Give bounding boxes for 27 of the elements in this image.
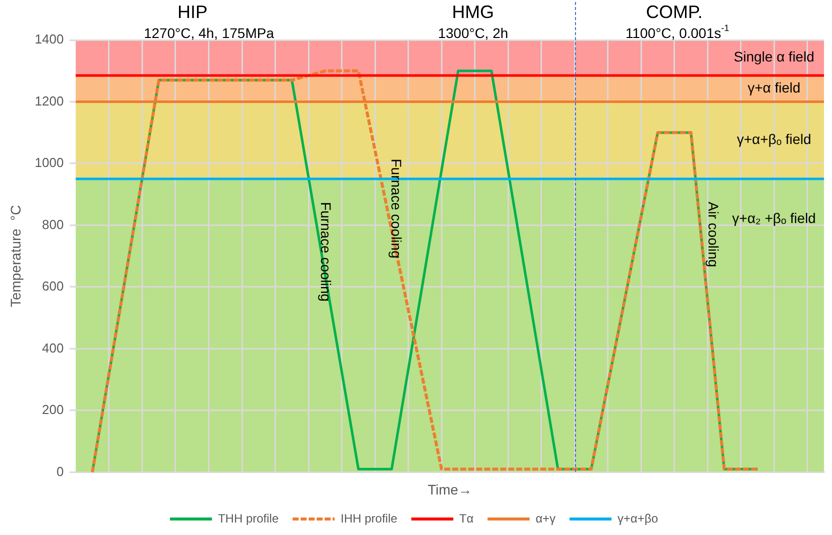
legend-label: γ+α+βo [618, 511, 658, 526]
text: COMP. [646, 2, 703, 22]
y-axis-title: Temperature °C [7, 205, 24, 308]
annotation: Air cooling [706, 202, 722, 268]
annotation: 1300°C, 2h [438, 24, 508, 41]
text: HIP [177, 2, 208, 22]
legend-label: THH profile [218, 511, 279, 526]
legend-label: α+γ [536, 511, 556, 526]
band-label: γ+α+βₒ field [736, 131, 812, 148]
annotation: Furnace cooling [388, 158, 404, 258]
x-axis-title: Time→ [428, 481, 472, 498]
y-tick-label: 600 [42, 278, 64, 294]
legend-label: IHH profile [340, 511, 398, 526]
y-tick-label: 400 [42, 340, 64, 356]
band-label: γ+α field [748, 79, 800, 96]
annotation: Furnace cooling [318, 202, 334, 302]
band-label: γ+α₂ +βₒ field [732, 210, 816, 226]
y-tick-label: 1200 [34, 93, 64, 108]
band-label: Single α field [734, 48, 814, 65]
text: HMG [452, 2, 494, 22]
y-tick-label: 200 [42, 402, 64, 418]
y-tick-label: 800 [42, 216, 64, 232]
annotation: 1270°C, 4h, 175MPa [144, 24, 274, 41]
y-tick-label: 0 [56, 464, 64, 479]
legend-label: Tα [459, 511, 474, 526]
y-tick-label: 1400 [34, 32, 64, 47]
y-tick-label: 1000 [34, 155, 64, 170]
